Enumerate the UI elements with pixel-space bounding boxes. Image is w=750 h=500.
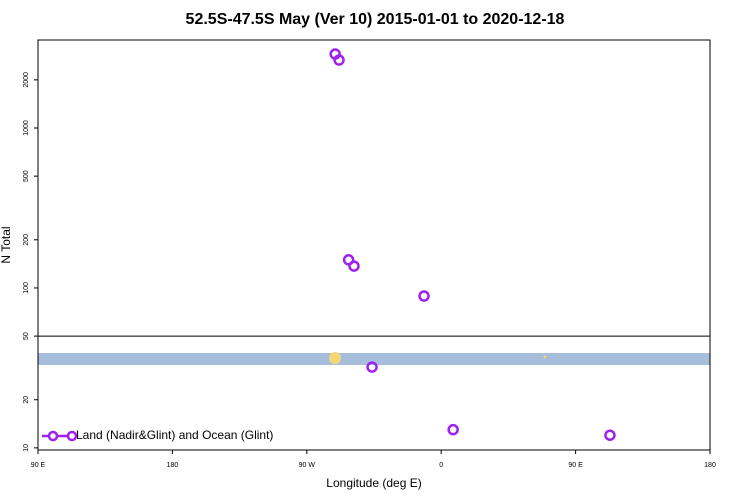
point <box>366 361 378 373</box>
x-tick-label: 180 <box>704 462 716 469</box>
point <box>447 423 459 436</box>
plot-frame <box>37 39 711 451</box>
x-axis-label: Longitude (deg E) <box>326 476 421 490</box>
y-tick-label: 20 <box>23 396 30 404</box>
point <box>604 429 616 441</box>
legend-marker <box>66 430 78 442</box>
y-tick-label: 200 <box>23 234 30 246</box>
map-strip <box>38 353 710 365</box>
x-tick-label: 180 <box>167 462 179 469</box>
x-tick-label: 90 E <box>568 462 583 469</box>
point <box>348 260 360 272</box>
y-tick-label: 10 <box>23 444 30 452</box>
legend-marker <box>47 430 59 442</box>
y-axis-label: N Total <box>0 226 13 263</box>
y-tick-label: 2000 <box>23 72 30 88</box>
point <box>418 290 430 302</box>
y-tick-label: 50 <box>23 332 30 340</box>
legend-label: Land (Nadir&Glint) and Ocean (Glint) <box>76 428 273 442</box>
land-patch <box>543 355 547 359</box>
y-tick-label: 100 <box>23 282 30 294</box>
chart-title: 52.5S-47.5S May (Ver 10) 2015-01-01 to 2… <box>186 11 565 28</box>
x-tick-label: 90 E <box>31 462 46 469</box>
point <box>333 54 345 66</box>
y-tick-label: 500 <box>23 170 30 182</box>
land-patch <box>329 352 341 364</box>
y-tick-label: 1000 <box>23 120 30 136</box>
x-tick-label: 0 <box>439 462 443 469</box>
x-tick-label: 90 W <box>299 462 316 469</box>
